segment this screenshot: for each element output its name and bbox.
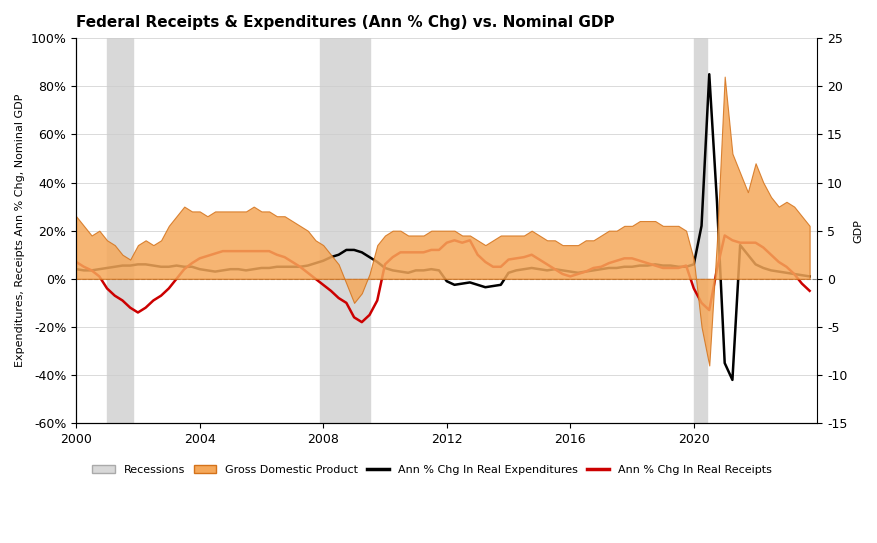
Bar xyxy=(107,38,132,423)
Y-axis label: GDP: GDP xyxy=(852,219,862,243)
Legend: Recessions, Gross Domestic Product, Ann % Chg In Real Expenditures, Ann % Chg In: Recessions, Gross Domestic Product, Ann … xyxy=(88,460,775,479)
Bar xyxy=(693,38,706,423)
Text: Federal Receipts & Expenditures (Ann % Chg) vs. Nominal GDP: Federal Receipts & Expenditures (Ann % C… xyxy=(76,15,614,30)
Y-axis label: Expenditures, Receipts Ann % Chg, Nominal GDP: Expenditures, Receipts Ann % Chg, Nomina… xyxy=(15,94,25,368)
Bar xyxy=(320,38,369,423)
